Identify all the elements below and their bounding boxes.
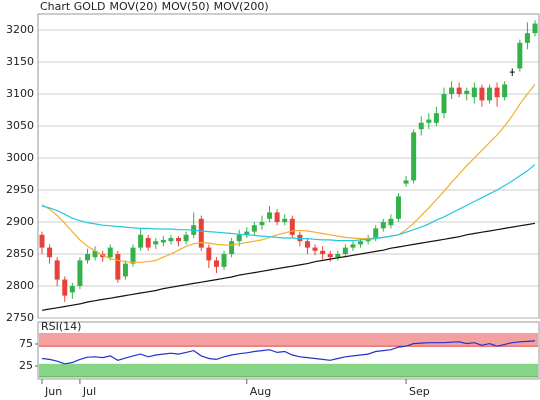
- candle-body: [464, 90, 470, 94]
- candle-body: [403, 180, 409, 184]
- candle-body: [62, 279, 68, 296]
- candle-body: [380, 222, 386, 229]
- candle-body: [160, 239, 166, 243]
- candle-body: [107, 247, 113, 258]
- y-tick-label: 3200: [6, 23, 34, 36]
- series-line: [41, 84, 536, 263]
- candle-body: [532, 23, 538, 34]
- candle-body: [517, 42, 523, 69]
- rsi-band: [39, 333, 538, 347]
- y-tick-label: 2950: [6, 183, 34, 196]
- rsi-band: [39, 363, 538, 377]
- candle-body: [176, 238, 182, 242]
- candle-body: [426, 119, 432, 123]
- series-line: [41, 340, 536, 365]
- candle-body: [494, 87, 500, 98]
- candle-body: [502, 84, 508, 98]
- x-tick-label: Jul: [82, 385, 96, 398]
- candle-body: [486, 87, 492, 101]
- candle-body: [206, 247, 212, 261]
- candle-body: [274, 212, 280, 222]
- candle-body: [411, 132, 417, 181]
- candle-body: [456, 87, 462, 94]
- candle-body: [221, 254, 227, 267]
- x-tick-label: Jun: [44, 385, 62, 398]
- candle-body: [304, 241, 310, 248]
- legend-entry: Chart GOLD: [40, 0, 106, 13]
- candle-body: [449, 87, 455, 94]
- candle-body: [244, 231, 250, 235]
- y-tick-label: 3000: [6, 151, 34, 164]
- candle-body: [130, 247, 136, 264]
- series-line: [41, 163, 536, 242]
- panel-label: RSI(14): [41, 320, 81, 333]
- candle-body: [471, 87, 477, 98]
- candle-body: [358, 241, 364, 245]
- candle-body: [373, 228, 379, 238]
- x-tick-label: Sep: [409, 385, 430, 398]
- candle-body: [168, 238, 174, 242]
- candle-body: [229, 241, 235, 254]
- plot-area: [37, 13, 540, 319]
- y-tick-label: 2900: [6, 215, 34, 228]
- candle-body: [418, 122, 424, 130]
- legend-entry: MOV(20): [110, 0, 158, 13]
- candle-body: [524, 33, 530, 43]
- y-tick-label: 3050: [6, 119, 34, 132]
- candle-body: [198, 218, 204, 248]
- candle-body: [251, 225, 257, 232]
- candle-body: [77, 260, 83, 286]
- candle-body: [267, 212, 273, 219]
- y-tick-label: 2850: [6, 247, 34, 260]
- candle-body: [92, 250, 98, 258]
- y-tick-label: 2750: [6, 311, 34, 324]
- series-line: [41, 222, 536, 311]
- candle-body: [433, 113, 439, 123]
- candle-body: [320, 250, 326, 254]
- candle-body: [47, 247, 53, 258]
- candle-body: [327, 254, 333, 258]
- candle-body: [289, 218, 295, 235]
- legend-entry: MOV(200): [214, 0, 269, 13]
- candle-body: [395, 196, 401, 219]
- y-tick-label: 3150: [6, 55, 34, 68]
- candle-body: [183, 234, 189, 242]
- y-tick-label: 75: [19, 337, 33, 350]
- candle-body: [213, 260, 219, 267]
- candle-body: [153, 241, 159, 245]
- y-tick-label: 2800: [6, 279, 34, 292]
- candle-body: [509, 71, 515, 73]
- legend-entry: MOV(50): [162, 0, 210, 13]
- candle-body: [312, 247, 318, 251]
- candle-body: [350, 244, 356, 248]
- candle-body: [69, 286, 75, 293]
- candle-body: [441, 94, 447, 114]
- candle-body: [259, 222, 265, 226]
- candle-body: [85, 254, 91, 261]
- candle-body: [39, 234, 45, 248]
- candle-body: [479, 87, 485, 101]
- candle-body: [335, 254, 341, 258]
- candle-body: [122, 263, 128, 277]
- candle-body: [54, 260, 60, 280]
- candle-body: [138, 234, 144, 248]
- y-tick-label: 25: [19, 359, 33, 372]
- candle-body: [342, 247, 348, 254]
- x-tick-label: Aug: [250, 385, 271, 398]
- candle-body: [388, 218, 394, 226]
- candle-body: [145, 238, 151, 248]
- candle-body: [115, 254, 121, 280]
- y-tick-label: 3100: [6, 87, 34, 100]
- candle-body: [282, 218, 288, 222]
- candle-body: [236, 234, 242, 242]
